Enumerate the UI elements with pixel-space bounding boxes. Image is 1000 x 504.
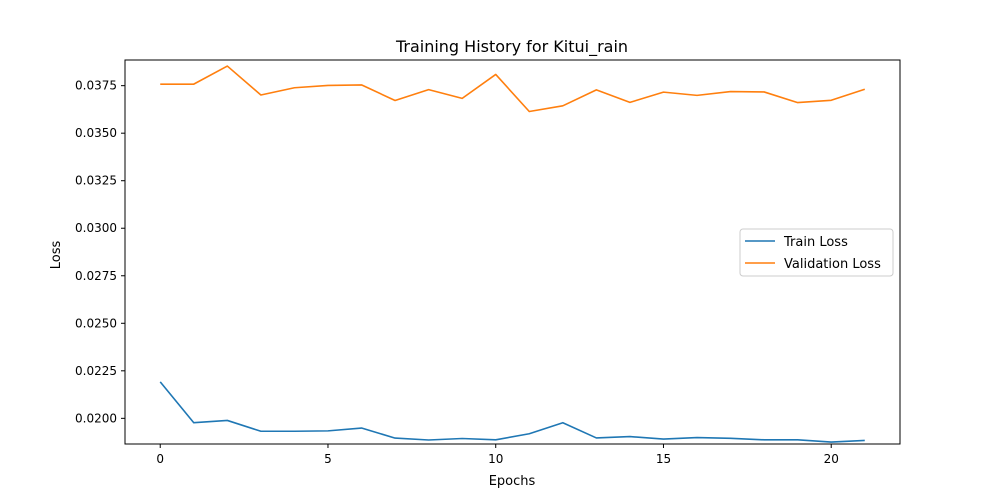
x-axis-label: Epochs — [489, 474, 536, 489]
y-tick-label: 0.0350 — [75, 126, 117, 140]
x-tick-label: 0 — [156, 452, 164, 466]
y-tick-label: 0.0250 — [75, 316, 117, 330]
plot-area: 0 5 10 15 20 0.0200 0.0225 0.0250 0.0275 0.0300 0.… — [75, 65, 894, 466]
plot-frame — [124, 59, 901, 445]
y-axis-label: Loss — [49, 241, 64, 270]
legend-label-train-loss: Train Loss — [783, 235, 848, 250]
y-tick-label: 0.0275 — [75, 269, 117, 283]
x-tick-label: 10 — [488, 452, 503, 466]
y-tick-label: 0.0200 — [75, 411, 117, 425]
y-tick-label: 0.0300 — [75, 221, 117, 235]
legend-label-validation-loss: Validation Loss — [784, 257, 881, 272]
series-line-train-loss — [159, 381, 865, 443]
x-tick-label: 5 — [324, 452, 332, 466]
y-tick-label: 0.0375 — [75, 79, 117, 93]
series-line-validation-loss — [160, 65, 866, 113]
y-tick-label: 0.0325 — [75, 174, 117, 188]
y-tick-label: 0.0225 — [75, 364, 117, 378]
legend-box — [739, 228, 894, 277]
x-tick-label: 20 — [824, 452, 839, 466]
x-tick-label: 15 — [656, 452, 671, 466]
chart-title: Training History for Kitui_rain — [395, 37, 628, 57]
